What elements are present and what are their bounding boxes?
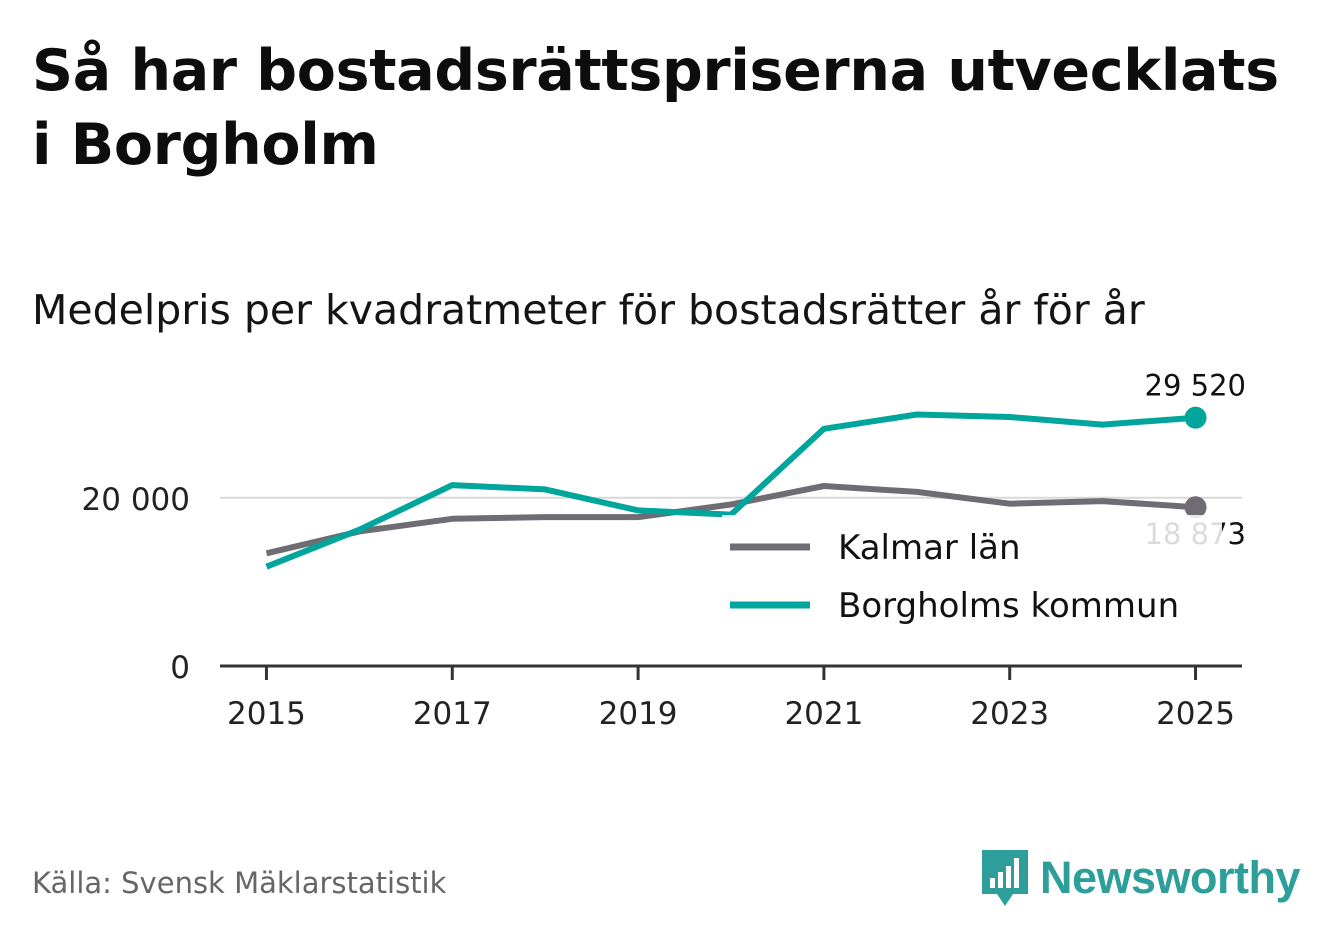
x-tick-label: 2019 [599, 696, 678, 732]
x-tick-label: 2025 [1156, 696, 1235, 732]
series-line-0 [265, 483, 1196, 557]
x-tick-label: 2023 [970, 696, 1049, 732]
brand-name: Newsworthy [1040, 852, 1301, 903]
legend-background [722, 515, 1222, 637]
source-note: Källa: Svensk Mäklarstatistik [32, 866, 447, 900]
series-end-point [1184, 406, 1207, 429]
y-tick-label: 20 000 [82, 482, 190, 518]
legend-label: Borgholms kommun [838, 586, 1179, 626]
x-tick-label: 2015 [227, 696, 306, 732]
x-tick-label: 2017 [413, 696, 492, 732]
brand-logo: Newsworthy [980, 848, 1301, 908]
line-chart: 020 00020152017201920212023202518 87329 … [81, 368, 1246, 732]
bar-chart-speech-bubble-icon [982, 850, 1028, 906]
series-end-label: 29 520 [1145, 369, 1246, 403]
x-tick-label: 2021 [784, 696, 863, 732]
series-end-point [1184, 496, 1207, 519]
chart-subtitle: Medelpris per kvadratmeter för bostadsrä… [32, 286, 1145, 334]
y-tick-label: 0 [170, 650, 190, 686]
legend-label: Kalmar län [838, 528, 1021, 568]
series-line-1 [265, 411, 1196, 570]
chart-title: Så har bostadsrättspriserna utvecklats i… [32, 38, 1279, 178]
